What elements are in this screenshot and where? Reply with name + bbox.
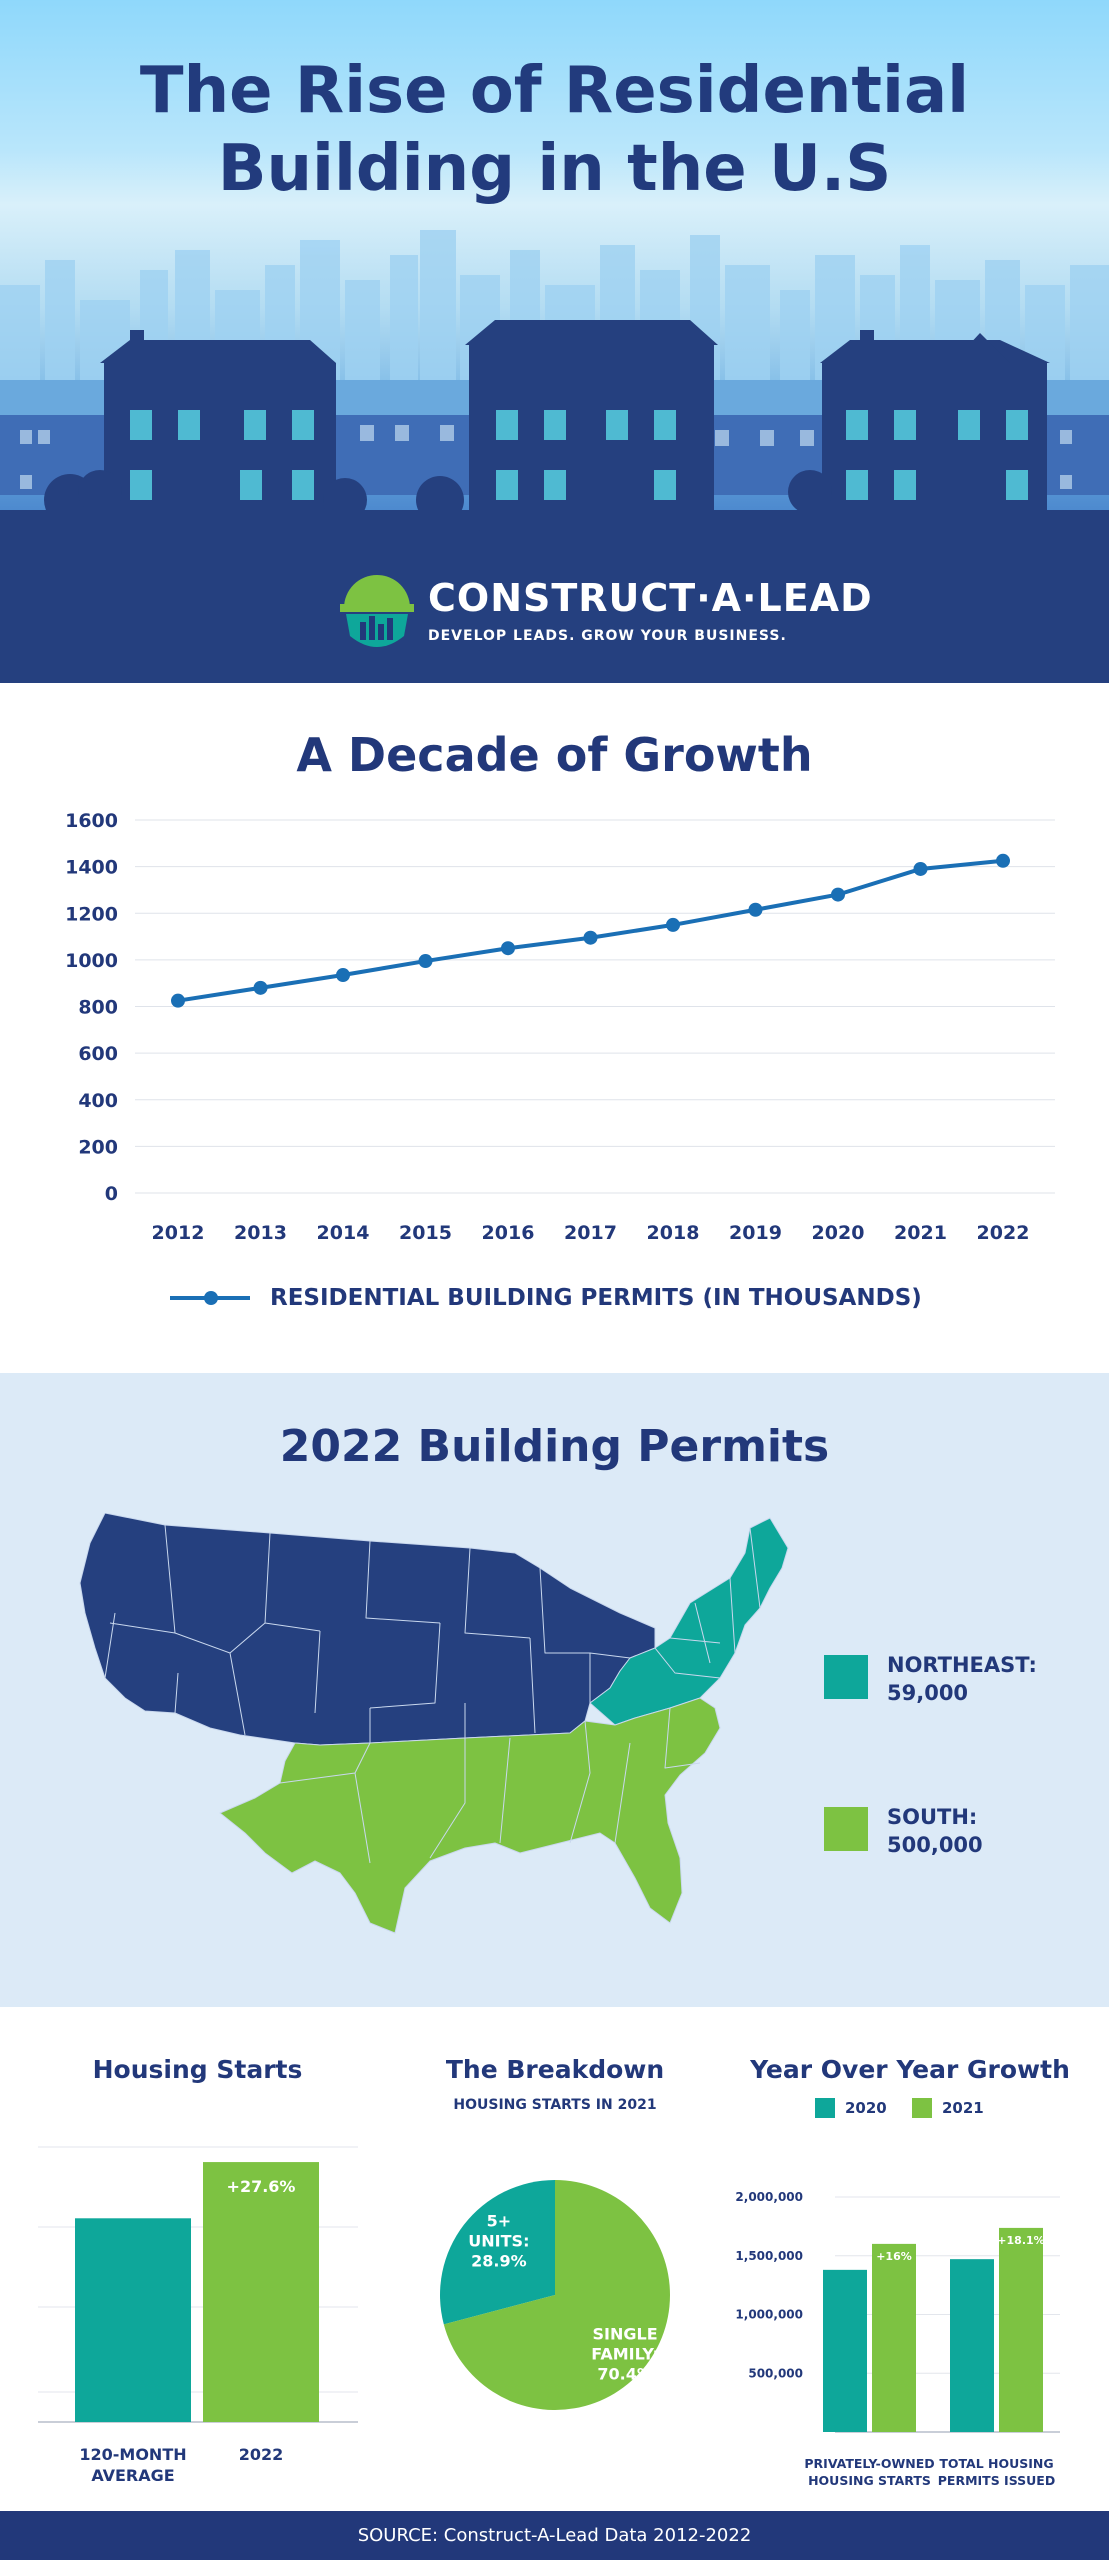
us-map-illustration — [79, 1513, 789, 1934]
y-tick-label: 400 — [78, 1090, 118, 1112]
legend-label: RESIDENTIAL BUILDING PERMITS (IN THOUSAN… — [270, 1285, 922, 1311]
brand-name: CONSTRUCT·A·LEAD — [428, 576, 873, 620]
x-tick-label: 2019 — [729, 1222, 782, 1244]
category-label: AVERAGE — [91, 2466, 174, 2485]
south-value: 500,000 — [887, 1833, 983, 1857]
neighborhood-skyline-illustration — [0, 230, 1109, 683]
slice-label: 5+ — [487, 2211, 512, 2230]
x-tick-label: 2012 — [152, 1222, 205, 1244]
data-point — [253, 980, 268, 995]
y-tick-label: 800 — [78, 997, 118, 1019]
data-point — [336, 968, 350, 983]
bar-data-label: +27.6% — [227, 2177, 296, 2196]
category-label: PERMITS ISSUED — [938, 2473, 1055, 2488]
yoy-growth-bar-chart: 500,000 1,000,000 1,500,000 2,000,000 +16% PR… — [735, 2190, 1060, 2488]
bar — [950, 2259, 994, 2432]
data-point — [913, 861, 928, 876]
section-title: A Decade of Growth — [296, 728, 813, 782]
legend-2020: 2020 — [815, 2096, 887, 2120]
section-title: 2022 Building Permits — [279, 1421, 830, 1472]
y-tick-label: 1,000,000 — [735, 2308, 803, 2322]
y-tick-label: 600 — [78, 1043, 118, 1065]
y-tick-label: 1400 — [65, 857, 118, 879]
x-tick-label: 2015 — [399, 1222, 452, 1244]
data-point — [666, 917, 680, 932]
x-tick-label: 2022 — [977, 1222, 1030, 1244]
pie-slice — [443, 2180, 670, 2410]
bar — [999, 2227, 1043, 2432]
northeast-legend: NORTHEAST: 59,000 — [824, 1651, 1084, 1731]
bar-data-label: +16% — [876, 2250, 912, 2263]
data-point — [996, 853, 1010, 868]
bar — [872, 2243, 916, 2432]
bottom-panels: Housing Starts 120-MONTH AVERAGE +27.6% 202… — [0, 2007, 1109, 2511]
bar-data-label: +18.1% — [997, 2234, 1044, 2247]
x-tick-label: 2014 — [317, 1222, 370, 1244]
yoy-title: Year Over Year Growth — [750, 2055, 1070, 2084]
source-footer: SOURCE: Construct-A-Lead Data 2012-2022 — [0, 2511, 1109, 2560]
data-point — [418, 954, 433, 969]
y-tick-label: 200 — [78, 1136, 118, 1158]
slice-label: 70.4% — [597, 2365, 653, 2384]
south-swatch — [824, 1807, 868, 1851]
page-title: The Rise of Residential Building in the … — [0, 52, 1109, 208]
title-line-2: Building in the U.S — [217, 132, 892, 206]
legend-2021: 2021 — [912, 2096, 984, 2120]
x-tick-label: 2016 — [482, 1222, 535, 1244]
brand-tagline: DEVELOP LEADS. GROW YOUR BUSINESS. — [428, 628, 787, 644]
breakdown-subtitle: HOUSING STARTS IN 2021 — [453, 2097, 657, 2113]
category-label: 2022 — [239, 2445, 284, 2464]
data-point — [748, 902, 763, 917]
y-tick-label: 1200 — [65, 903, 118, 925]
south-legend: SOUTH: 500,000 — [824, 1803, 1084, 1883]
y-tick-label: 1600 — [65, 810, 118, 832]
slice-label: 28.9% — [471, 2251, 527, 2270]
category-label: HOUSING STARTS — [808, 2473, 931, 2488]
bar — [203, 2162, 319, 2422]
legend-line-marker — [170, 1291, 250, 1305]
x-tick-label: 2013 — [234, 1222, 287, 1244]
construct-a-lead-logo: CONSTRUCT·A·LEAD DEVELOP LEADS. GROW YOU… — [338, 566, 872, 656]
decade-of-growth-section: A Decade of Growth 0 200 400 600 800 1000 1200… — [0, 683, 1109, 1373]
chart-legend: RESIDENTIAL BUILDING PERMITS (IN THOUSAN… — [170, 1283, 922, 1313]
slice-label: UNITS: — [468, 2231, 529, 2250]
y-tick-label: 2,000,000 — [735, 2190, 803, 2204]
permits-line-chart: 0 200 400 600 800 1000 1200 1400 1600 2012 2013 201… — [65, 810, 1055, 1244]
south-label: SOUTH: — [887, 1805, 978, 1829]
housing-starts-bar-chart: 120-MONTH AVERAGE +27.6% 2022 — [38, 2146, 358, 2485]
y-tick-label: 0 — [105, 1183, 118, 1205]
x-tick-label: 2017 — [564, 1222, 617, 1244]
category-label: 120-MONTH — [79, 2445, 186, 2464]
x-tick-label: 2018 — [647, 1222, 700, 1244]
slice-label: SINGLE — [593, 2325, 658, 2344]
northeast-label: NORTHEAST: — [887, 1653, 1037, 1677]
y-tick-label: 1000 — [65, 950, 118, 972]
hero-banner: The Rise of Residential Building in the … — [0, 0, 1109, 683]
northeast-swatch — [824, 1655, 868, 1699]
category-label: TOTAL HOUSING — [939, 2456, 1053, 2471]
data-point — [501, 941, 515, 956]
source-text: SOURCE: Construct-A-Lead Data 2012-2022 — [357, 2525, 752, 2546]
y-tick-label: 500,000 — [748, 2366, 803, 2380]
building-permits-section: 2022 Building Permits NORTHEAST: 59,000 … — [0, 1373, 1109, 2007]
x-tick-label: 2020 — [812, 1222, 865, 1244]
hardhat-city-icon — [340, 575, 414, 647]
data-point — [831, 887, 845, 902]
data-point — [583, 930, 598, 945]
title-line-1: The Rise of Residential — [139, 54, 970, 128]
slice-label: FAMILY: — [591, 2345, 659, 2364]
northeast-value: 59,000 — [887, 1681, 969, 1705]
bar — [823, 2269, 867, 2432]
bar — [75, 2218, 191, 2422]
breakdown-title: The Breakdown — [445, 2055, 665, 2084]
data-point — [171, 993, 185, 1008]
y-tick-label: 1,500,000 — [735, 2249, 803, 2263]
pie-slice — [440, 2180, 555, 2325]
housing-starts-title: Housing Starts — [92, 2055, 303, 2084]
category-label: PRIVATELY-OWNED — [804, 2456, 934, 2471]
x-tick-label: 2021 — [894, 1222, 947, 1244]
